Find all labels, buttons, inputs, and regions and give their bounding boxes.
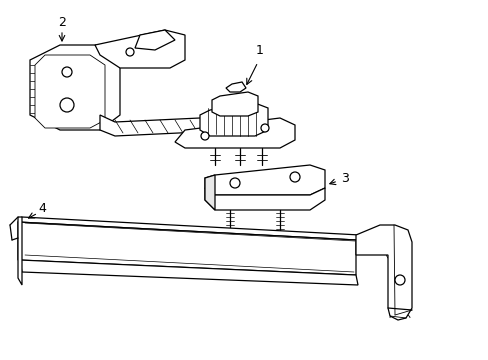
Polygon shape <box>204 165 325 195</box>
Polygon shape <box>204 175 215 210</box>
Polygon shape <box>135 30 175 50</box>
Polygon shape <box>274 232 285 238</box>
Text: 3: 3 <box>340 171 348 184</box>
Circle shape <box>289 172 299 182</box>
Circle shape <box>60 98 74 112</box>
Text: 2: 2 <box>58 15 66 28</box>
Circle shape <box>229 178 240 188</box>
Polygon shape <box>355 225 411 320</box>
Polygon shape <box>18 222 355 275</box>
Polygon shape <box>18 217 22 285</box>
Circle shape <box>261 124 268 132</box>
Circle shape <box>201 132 208 140</box>
Text: 4: 4 <box>38 202 46 215</box>
Polygon shape <box>35 55 105 128</box>
Text: 1: 1 <box>256 44 264 57</box>
Polygon shape <box>224 232 235 238</box>
Polygon shape <box>212 92 258 116</box>
Polygon shape <box>30 45 120 130</box>
Polygon shape <box>100 112 215 136</box>
Circle shape <box>62 67 72 77</box>
Polygon shape <box>204 188 325 210</box>
Polygon shape <box>95 30 184 68</box>
Polygon shape <box>200 103 267 136</box>
Polygon shape <box>175 118 294 148</box>
Polygon shape <box>225 82 245 92</box>
Circle shape <box>394 275 404 285</box>
Polygon shape <box>20 260 357 285</box>
Circle shape <box>126 48 134 56</box>
Polygon shape <box>18 217 359 240</box>
